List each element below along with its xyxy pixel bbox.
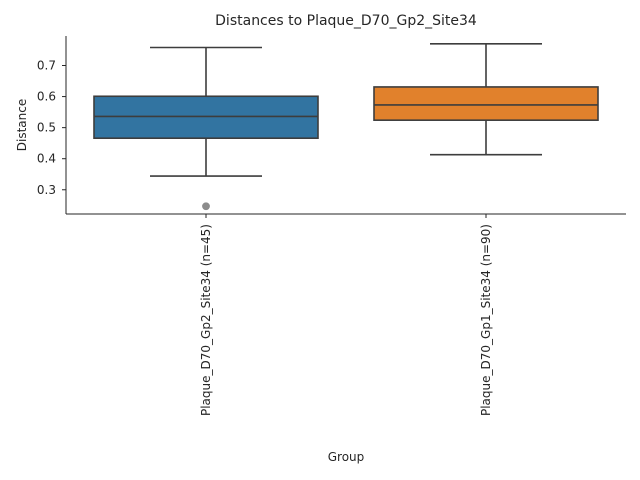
y-tick-label: 0.4 bbox=[37, 152, 56, 166]
box-group bbox=[373, 42, 599, 156]
y-tick-label: 0.5 bbox=[37, 121, 56, 135]
x-tick-group: Plaque_D70_Gp2_Site34 (n=45) Plaque_D70_G… bbox=[199, 214, 493, 416]
x-tick-label: Plaque_D70_Gp2_Site34 (n=45) bbox=[199, 224, 213, 416]
y-tick-label: 0.7 bbox=[37, 59, 56, 73]
iqr-box bbox=[373, 86, 599, 121]
x-tick-label: Plaque_D70_Gp1_Site34 (n=90) bbox=[479, 224, 493, 416]
box-group bbox=[93, 46, 319, 211]
y-tick-label: 0.3 bbox=[37, 183, 56, 197]
plot-area bbox=[93, 42, 599, 211]
x-axis-label: Group bbox=[328, 450, 365, 464]
outlier-point bbox=[202, 202, 210, 211]
y-axis-label: Distance bbox=[15, 99, 29, 151]
y-tick-label: 0.6 bbox=[37, 90, 56, 104]
chart-title: Distances to Plaque_D70_Gp2_Site34 bbox=[215, 13, 477, 29]
y-tick-group: 0.3 0.4 0.5 0.6 0.7 bbox=[37, 59, 66, 197]
